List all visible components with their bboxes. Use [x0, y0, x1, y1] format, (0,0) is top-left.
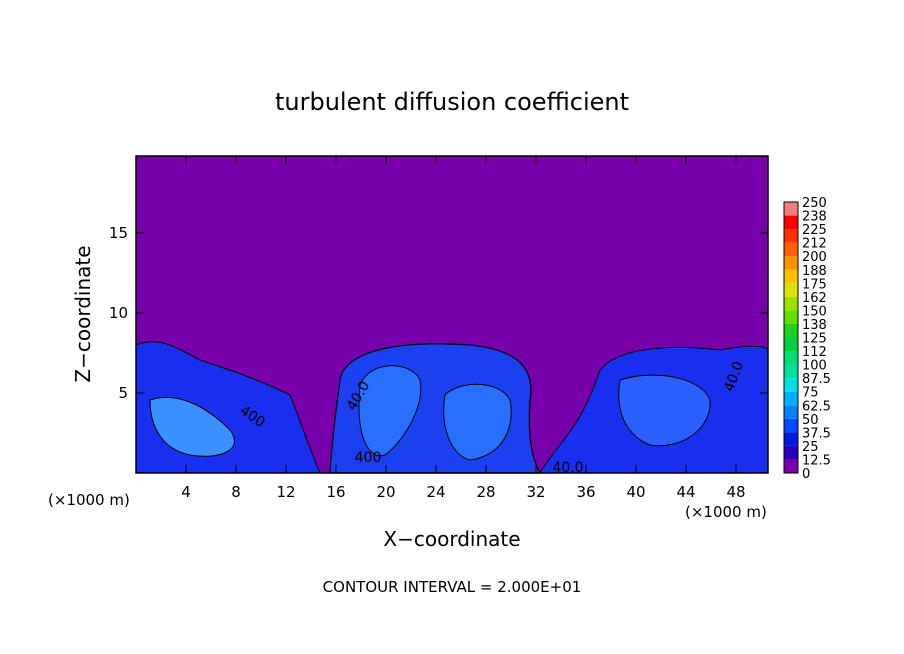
- colorbar-segment: [784, 418, 798, 433]
- x-axis-label: X−coordinate: [383, 527, 520, 551]
- turbulent-region: [443, 383, 512, 461]
- x-tick-label: 24: [426, 483, 445, 501]
- colorbar-label: 188: [802, 264, 827, 279]
- x-tick-label: 32: [526, 483, 545, 501]
- colorbar-segment: [784, 391, 798, 406]
- colorbar-label: 87.5: [802, 372, 831, 387]
- colorbar-segment: [784, 269, 798, 284]
- colorbar-segment: [784, 445, 798, 460]
- x-tick-label: 36: [576, 483, 595, 501]
- colorbar-segment: [784, 310, 798, 324]
- x-tick-label: 12: [276, 483, 295, 501]
- colorbar-segment: [784, 283, 798, 297]
- colorbar-segment: [784, 364, 798, 379]
- turbulent-region: [149, 396, 235, 457]
- colorbar-label: 212: [802, 237, 827, 252]
- colorbar-label: 50: [802, 413, 819, 428]
- y-axis-label: Z−coordinate: [71, 245, 95, 382]
- x-tick-label: 28: [476, 483, 495, 501]
- colorbar-label: 200: [802, 250, 827, 265]
- x-unit: (×1000 m): [48, 491, 130, 509]
- colorbar-label: 25: [802, 440, 819, 455]
- footer: CONTOUR INTERVAL = 2.000E+01: [323, 578, 582, 596]
- y-tick-label: 5: [118, 384, 128, 402]
- colorbar-frame: [783, 201, 799, 474]
- colorbar-segment: [784, 256, 798, 270]
- colorbar-label: 125: [802, 332, 827, 347]
- colorbar-label: 62.5: [802, 399, 831, 414]
- contour-label: 40.0: [552, 460, 583, 476]
- x-tick-label: 4: [181, 483, 191, 501]
- colorbar-segment: [784, 296, 798, 311]
- colorbar-segment: [784, 405, 798, 419]
- colorbar-label: 100: [802, 359, 827, 374]
- plot-frame: [135, 155, 769, 474]
- y-tick-label: 10: [109, 304, 128, 322]
- x-unit: (×1000 m): [685, 503, 767, 521]
- colorbar-label: 238: [802, 210, 827, 225]
- contour-label: 400: [355, 450, 382, 466]
- colorbar-segment: [784, 351, 798, 365]
- colorbar-segment: [784, 432, 798, 446]
- colorbar-label: 175: [802, 277, 827, 292]
- field: [135, 156, 769, 474]
- colorbar-label: 12.5: [802, 453, 831, 468]
- colorbar-label: 250: [802, 196, 827, 211]
- colorbar-label: 0: [802, 467, 810, 482]
- colorbar-segment: [784, 229, 798, 243]
- colorbar-label: 138: [802, 318, 827, 333]
- colorbar-segment: [784, 323, 798, 338]
- colorbar-label: 37.5: [802, 426, 831, 441]
- colorbar-segment: [784, 202, 798, 216]
- colorbar-segment: [784, 378, 798, 392]
- colorbar-label: 225: [802, 223, 827, 238]
- x-tick-label: 40: [626, 483, 645, 501]
- colorbar-label: 150: [802, 304, 827, 319]
- x-tick-label: 48: [726, 483, 745, 501]
- x-tick-label: 44: [676, 483, 695, 501]
- colorbar-label: 162: [802, 291, 827, 306]
- colorbar-segment: [784, 337, 798, 352]
- x-tick-label: 20: [376, 483, 395, 501]
- colorbar-label: 75: [802, 386, 819, 401]
- chart-title: turbulent diffusion coefficient: [275, 88, 629, 116]
- x-tick-label: 16: [326, 483, 345, 501]
- colorbar-label: 112: [802, 345, 827, 360]
- x-tick-label: 8: [231, 483, 241, 501]
- colorbar-segment: [784, 242, 798, 257]
- turbulent-region: [358, 365, 422, 457]
- colorbar-segment: [784, 215, 798, 230]
- turbulent-region: [618, 374, 711, 447]
- y-tick-label: 15: [109, 224, 128, 242]
- colorbar-segment: [784, 459, 798, 473]
